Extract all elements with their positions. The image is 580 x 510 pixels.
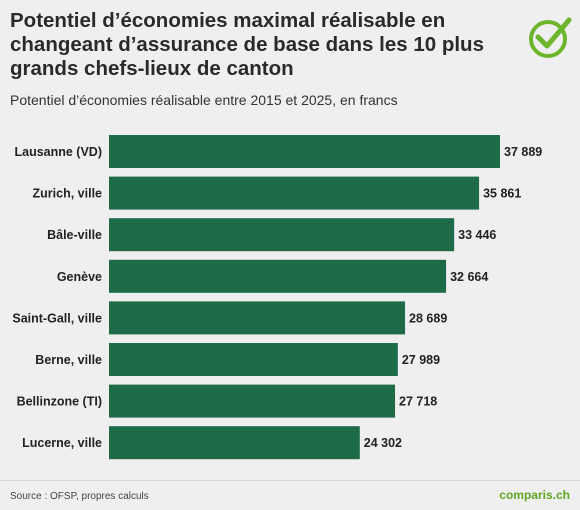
bar (109, 426, 360, 460)
footer-divider (0, 480, 580, 481)
bar-chart: Lausanne (VD) 37 889 Zurich, ville 35 861 Bâ… (0, 130, 580, 470)
category-label: Genève (57, 270, 102, 284)
chart-subtitle: Potentiel d’économies réalisable entre 2… (10, 92, 398, 108)
bar (109, 343, 398, 376)
category-label: Berne, ville (35, 353, 102, 367)
bar (109, 384, 396, 418)
bar (109, 259, 447, 293)
category-label: Saint-Gall, ville (12, 311, 102, 325)
checkmark-circle-icon (529, 17, 572, 58)
category-label: Bellinzone (TI) (17, 395, 102, 409)
category-label: Zurich, ville (33, 187, 103, 201)
bar-chart-svg: Lausanne (VD) 37 889 Zurich, ville 35 861 Bâ… (12, 135, 542, 460)
value-label: 27 989 (402, 353, 440, 367)
value-label: 37 889 (504, 145, 542, 159)
bar (109, 301, 406, 335)
value-label: 27 718 (399, 395, 437, 409)
value-label: 35 861 (483, 187, 521, 201)
category-label: Bâle-ville (47, 228, 102, 242)
category-label: Lausanne (VD) (14, 145, 102, 159)
chart-title: Potentiel d’économies maximal réalisable… (10, 9, 484, 80)
bar (109, 135, 500, 168)
value-label: 33 446 (458, 228, 496, 242)
bar (109, 218, 455, 252)
value-label: 24 302 (364, 436, 402, 450)
brand-logo: comparis.ch (499, 488, 570, 502)
value-label: 28 689 (409, 311, 447, 325)
bar (109, 176, 480, 210)
value-label: 32 664 (450, 270, 488, 284)
source-note: Source : OFSP, propres calculs (10, 491, 149, 502)
category-label: Lucerne, ville (22, 436, 102, 450)
